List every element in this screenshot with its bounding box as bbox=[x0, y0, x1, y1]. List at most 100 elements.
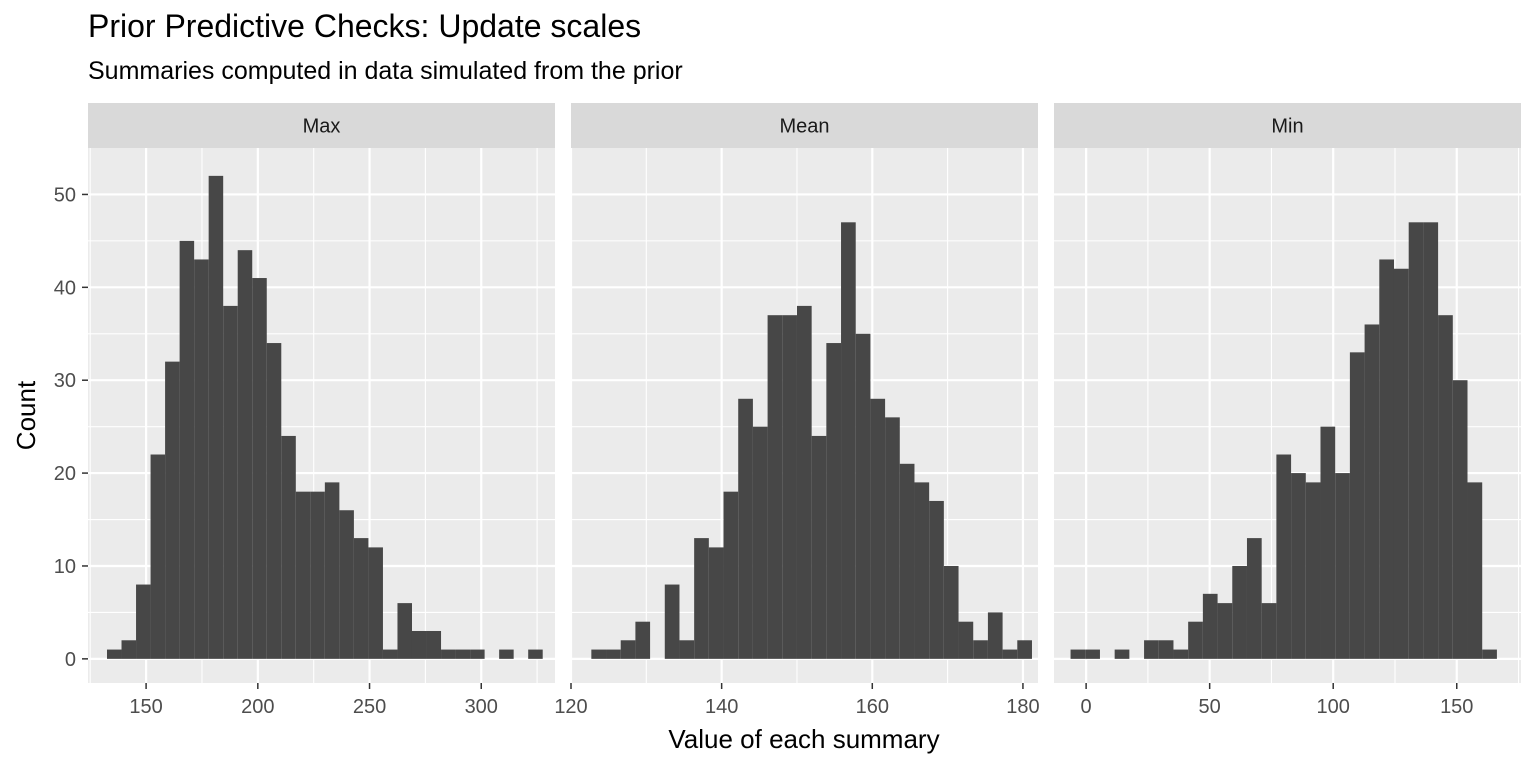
strip-label-max: Max bbox=[303, 116, 341, 138]
histogram-bar bbox=[237, 250, 253, 659]
histogram-bar bbox=[885, 417, 900, 659]
chart-subtitle: Summaries computed in data simulated fro… bbox=[88, 57, 683, 85]
histogram-bar bbox=[1232, 565, 1247, 659]
histogram-bar bbox=[679, 640, 695, 659]
histogram-bar bbox=[368, 547, 383, 659]
x-tick-label: 50 bbox=[1199, 696, 1221, 718]
strip-label-mean: Mean bbox=[779, 116, 829, 138]
histogram-bar bbox=[194, 259, 209, 659]
x-axis-title: Value of each summary bbox=[668, 724, 939, 754]
histogram-bar bbox=[1349, 352, 1365, 659]
y-tick-label: 50 bbox=[54, 184, 76, 206]
histogram-bar bbox=[1017, 640, 1032, 659]
x-tick-label: 100 bbox=[1317, 696, 1350, 718]
histogram-bar bbox=[635, 621, 651, 659]
histogram-bar bbox=[1305, 482, 1321, 659]
histogram-bar bbox=[1423, 222, 1439, 659]
histogram-bar bbox=[470, 649, 485, 659]
histogram-bar bbox=[1144, 640, 1159, 659]
histogram-bar bbox=[1291, 473, 1306, 659]
histogram-bar bbox=[973, 640, 988, 659]
histogram-bar bbox=[841, 222, 856, 659]
histogram-bar bbox=[1467, 482, 1483, 659]
histogram-bar bbox=[723, 491, 739, 659]
x-tick-label: 200 bbox=[241, 696, 274, 718]
y-tick-label: 40 bbox=[54, 277, 76, 299]
x-tick-label: 300 bbox=[465, 696, 498, 718]
chart-title: Prior Predictive Checks: Update scales bbox=[88, 8, 642, 44]
x-tick-label: 150 bbox=[1440, 696, 1473, 718]
strip-label-min: Min bbox=[1271, 116, 1303, 138]
x-tick-label: 150 bbox=[129, 696, 162, 718]
panel-min: Min 0 50 100 150 bbox=[1054, 103, 1521, 718]
histogram-bar bbox=[664, 584, 680, 659]
histogram-bar bbox=[136, 584, 151, 659]
histogram-bar bbox=[1202, 593, 1218, 659]
histogram-bar bbox=[310, 491, 325, 659]
histogram-bar bbox=[1002, 649, 1018, 659]
histogram-bar bbox=[499, 649, 514, 659]
histogram-bar bbox=[987, 612, 1003, 659]
x-tick-label: 140 bbox=[705, 696, 738, 718]
histogram-bar bbox=[1217, 603, 1233, 659]
histogram-bar bbox=[591, 649, 607, 659]
histogram-bar bbox=[943, 565, 959, 659]
strip-min bbox=[1054, 103, 1521, 148]
y-tick-label: 20 bbox=[54, 463, 76, 485]
histogram-bar bbox=[1438, 315, 1453, 659]
histogram-bar bbox=[870, 398, 886, 659]
histogram-bar bbox=[1276, 454, 1292, 659]
x-tick-label: 250 bbox=[353, 696, 386, 718]
histogram-bar bbox=[826, 343, 842, 659]
histogram-bar bbox=[1320, 426, 1336, 659]
histogram-bar bbox=[397, 603, 412, 659]
histogram-bar bbox=[782, 315, 797, 659]
histogram-bar bbox=[223, 305, 238, 659]
x-tick-label: 160 bbox=[856, 696, 889, 718]
histogram-bar bbox=[855, 333, 871, 659]
histogram-bar bbox=[411, 630, 427, 659]
histogram-bar bbox=[1452, 380, 1468, 659]
y-tick-label: 30 bbox=[54, 370, 76, 392]
histogram-bar bbox=[1158, 640, 1174, 659]
histogram-bar bbox=[426, 630, 442, 659]
histogram-bar bbox=[1085, 649, 1100, 659]
histogram-bar bbox=[165, 361, 180, 659]
panel-mean: Mean 120 140 160 180 bbox=[554, 103, 1040, 718]
histogram-bar bbox=[1408, 222, 1424, 659]
histogram-bar bbox=[441, 649, 456, 659]
histogram-bar bbox=[382, 649, 398, 659]
histogram-bar bbox=[150, 454, 166, 659]
histogram-bar bbox=[914, 482, 930, 659]
histogram-bar bbox=[1261, 603, 1277, 659]
histogram-bar bbox=[606, 649, 621, 659]
x-tick-label: 120 bbox=[554, 696, 587, 718]
histogram-bar bbox=[252, 278, 267, 659]
histogram-bar bbox=[266, 343, 282, 659]
x-tick-label: 0 bbox=[1081, 696, 1092, 718]
histogram-bar bbox=[353, 538, 369, 659]
histogram-bar bbox=[1246, 538, 1262, 659]
strip-max bbox=[88, 103, 555, 148]
histogram-bar bbox=[528, 649, 543, 659]
histogram-bar bbox=[295, 491, 311, 659]
histogram-bar bbox=[767, 315, 783, 659]
histogram-bar bbox=[339, 510, 354, 659]
histogram-bar bbox=[796, 305, 812, 659]
histogram-bar bbox=[738, 398, 753, 659]
histogram-bar bbox=[694, 538, 709, 659]
panel-max: Max 150 200 250 300 bbox=[88, 103, 555, 718]
histogram-bar bbox=[208, 175, 224, 659]
histogram-bar bbox=[929, 500, 944, 659]
histogram-bar bbox=[1393, 268, 1409, 659]
histogram-bar bbox=[121, 640, 137, 659]
histogram-bar bbox=[455, 649, 471, 659]
histogram-bar bbox=[179, 240, 195, 659]
y-tick-label: 10 bbox=[54, 556, 76, 578]
histogram-bar bbox=[1114, 649, 1130, 659]
x-tick-label: 180 bbox=[1006, 696, 1039, 718]
histogram-bar bbox=[708, 547, 724, 659]
histogram-bar bbox=[1364, 324, 1380, 659]
y-tick-label: 0 bbox=[65, 649, 76, 671]
